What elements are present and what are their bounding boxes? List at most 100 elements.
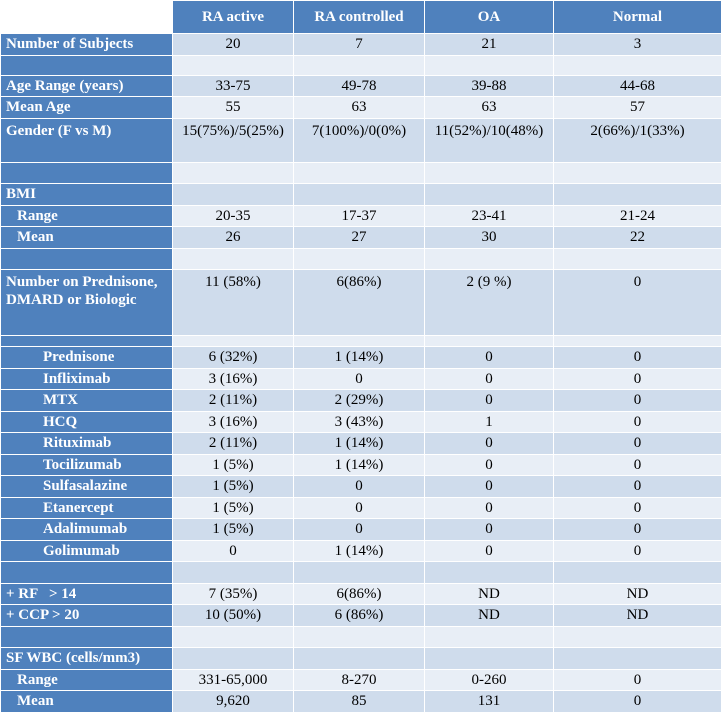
row-label: Number on Prednisone, DMARD or Biologic <box>0 269 173 336</box>
row-label <box>0 247 173 270</box>
row-label: Rituximab <box>0 432 173 455</box>
data-cell: 331-65,000 <box>172 668 294 691</box>
row-label: Prednisone <box>0 346 173 369</box>
data-cell: 0 <box>553 389 721 412</box>
table-row: Number on Prednisone, DMARD or Biologic 1… <box>0 269 721 336</box>
corner-cell <box>0 0 173 34</box>
data-cell <box>293 561 425 584</box>
data-cell: 0 <box>424 432 554 455</box>
data-cell: ND <box>553 604 721 627</box>
data-cell: 22 <box>553 226 721 249</box>
data-cell <box>293 161 425 184</box>
data-cell <box>293 247 425 270</box>
data-cell: 2 (29%) <box>293 389 425 412</box>
data-cell: 2 (11%) <box>172 432 294 455</box>
data-cell: 30 <box>424 226 554 249</box>
data-cell <box>553 161 721 184</box>
row-label: Golimumab <box>0 539 173 562</box>
table-row: BMI <box>0 183 721 206</box>
data-cell <box>293 54 425 76</box>
data-cell <box>424 625 554 648</box>
data-cell: 0 <box>424 518 554 541</box>
row-label: + CCP > 20 <box>0 604 173 627</box>
data-cell: 0 <box>553 496 721 519</box>
data-cell <box>553 335 721 347</box>
table-row: MTX 2 (11%) 2 (29%) 0 0 <box>0 389 721 412</box>
header-row: RA active RA controlled OA Normal <box>0 0 721 34</box>
data-cell: 1 (5%) <box>172 496 294 519</box>
data-cell: 6 (32%) <box>172 346 294 369</box>
row-label: HCQ <box>0 410 173 433</box>
data-cell: 6(86%) <box>293 582 425 605</box>
data-cell: 0 <box>553 475 721 498</box>
data-cell: 0 <box>293 518 425 541</box>
data-cell: 57 <box>553 96 721 119</box>
data-cell: 39-88 <box>424 74 554 97</box>
table-row: SF WBC (cells/mm3) <box>0 647 721 670</box>
data-cell: 1 (14%) <box>293 539 425 562</box>
column-header-ra-active: RA active <box>172 0 294 34</box>
spacer-row <box>0 625 721 648</box>
table-row: Etanercept 1 (5%) 0 0 0 <box>0 496 721 519</box>
table-row: + RF > 14 7 (35%) 6(86%) ND ND <box>0 582 721 605</box>
data-cell: 9,620 <box>172 690 294 712</box>
data-cell <box>424 54 554 76</box>
row-label: Mean <box>0 690 173 712</box>
data-cell: ND <box>424 582 554 605</box>
data-cell: 0 <box>553 346 721 369</box>
data-cell: 11 (58%) <box>172 269 294 336</box>
row-label <box>0 335 173 347</box>
column-header-normal: Normal <box>553 0 721 34</box>
data-cell <box>553 647 721 670</box>
data-cell: 1 (14%) <box>293 432 425 455</box>
row-label: Tocilizumab <box>0 453 173 476</box>
data-cell <box>172 183 294 206</box>
data-cell <box>172 561 294 584</box>
data-cell <box>424 247 554 270</box>
row-label: MTX <box>0 389 173 412</box>
data-cell: 33-75 <box>172 74 294 97</box>
data-cell: 7(100%)/0(0%) <box>293 117 425 163</box>
data-cell: 0 <box>553 518 721 541</box>
data-cell: 27 <box>293 226 425 249</box>
data-cell <box>172 54 294 76</box>
table-row: Number of Subjects 20 7 21 3 <box>0 33 721 56</box>
row-label: Adalimumab <box>0 518 173 541</box>
data-cell: 0 <box>424 453 554 476</box>
data-cell <box>553 561 721 584</box>
data-cell: 85 <box>293 690 425 712</box>
row-label: Range <box>0 668 173 691</box>
data-cell: 1 <box>424 410 554 433</box>
row-label: Age Range (years) <box>0 74 173 97</box>
data-cell: 17-37 <box>293 204 425 227</box>
row-label <box>0 54 173 76</box>
data-cell: 0 <box>293 367 425 390</box>
data-cell: 2 (9 %) <box>424 269 554 336</box>
table-row: + CCP > 20 10 (50%) 6 (86%) ND ND <box>0 604 721 627</box>
data-cell: 0 <box>172 539 294 562</box>
table-row: Rituximab 2 (11%) 1 (14%) 0 0 <box>0 432 721 455</box>
data-cell: 1 (14%) <box>293 453 425 476</box>
data-cell: ND <box>424 604 554 627</box>
row-label: Number of Subjects <box>0 33 173 56</box>
data-cell <box>424 183 554 206</box>
data-cell: 131 <box>424 690 554 712</box>
column-header-oa: OA <box>424 0 554 34</box>
data-cell: 0 <box>424 389 554 412</box>
table-row: HCQ 3 (16%) 3 (43%) 1 0 <box>0 410 721 433</box>
spacer-row <box>0 161 721 184</box>
data-cell <box>172 247 294 270</box>
column-header-ra-controlled: RA controlled <box>293 0 425 34</box>
row-label: + RF > 14 <box>0 582 173 605</box>
spacer-row <box>0 54 721 76</box>
data-cell <box>172 161 294 184</box>
data-cell: 63 <box>424 96 554 119</box>
data-cell: 1 (14%) <box>293 346 425 369</box>
data-cell <box>172 335 294 347</box>
data-cell <box>553 247 721 270</box>
table-row: Tocilizumab 1 (5%) 1 (14%) 0 0 <box>0 453 721 476</box>
table-row: Mean Age 55 63 63 57 <box>0 96 721 119</box>
table-row: Mean 26 27 30 22 <box>0 226 721 249</box>
data-cell: 15(75%)/5(25%) <box>172 117 294 163</box>
data-cell: ND <box>553 582 721 605</box>
